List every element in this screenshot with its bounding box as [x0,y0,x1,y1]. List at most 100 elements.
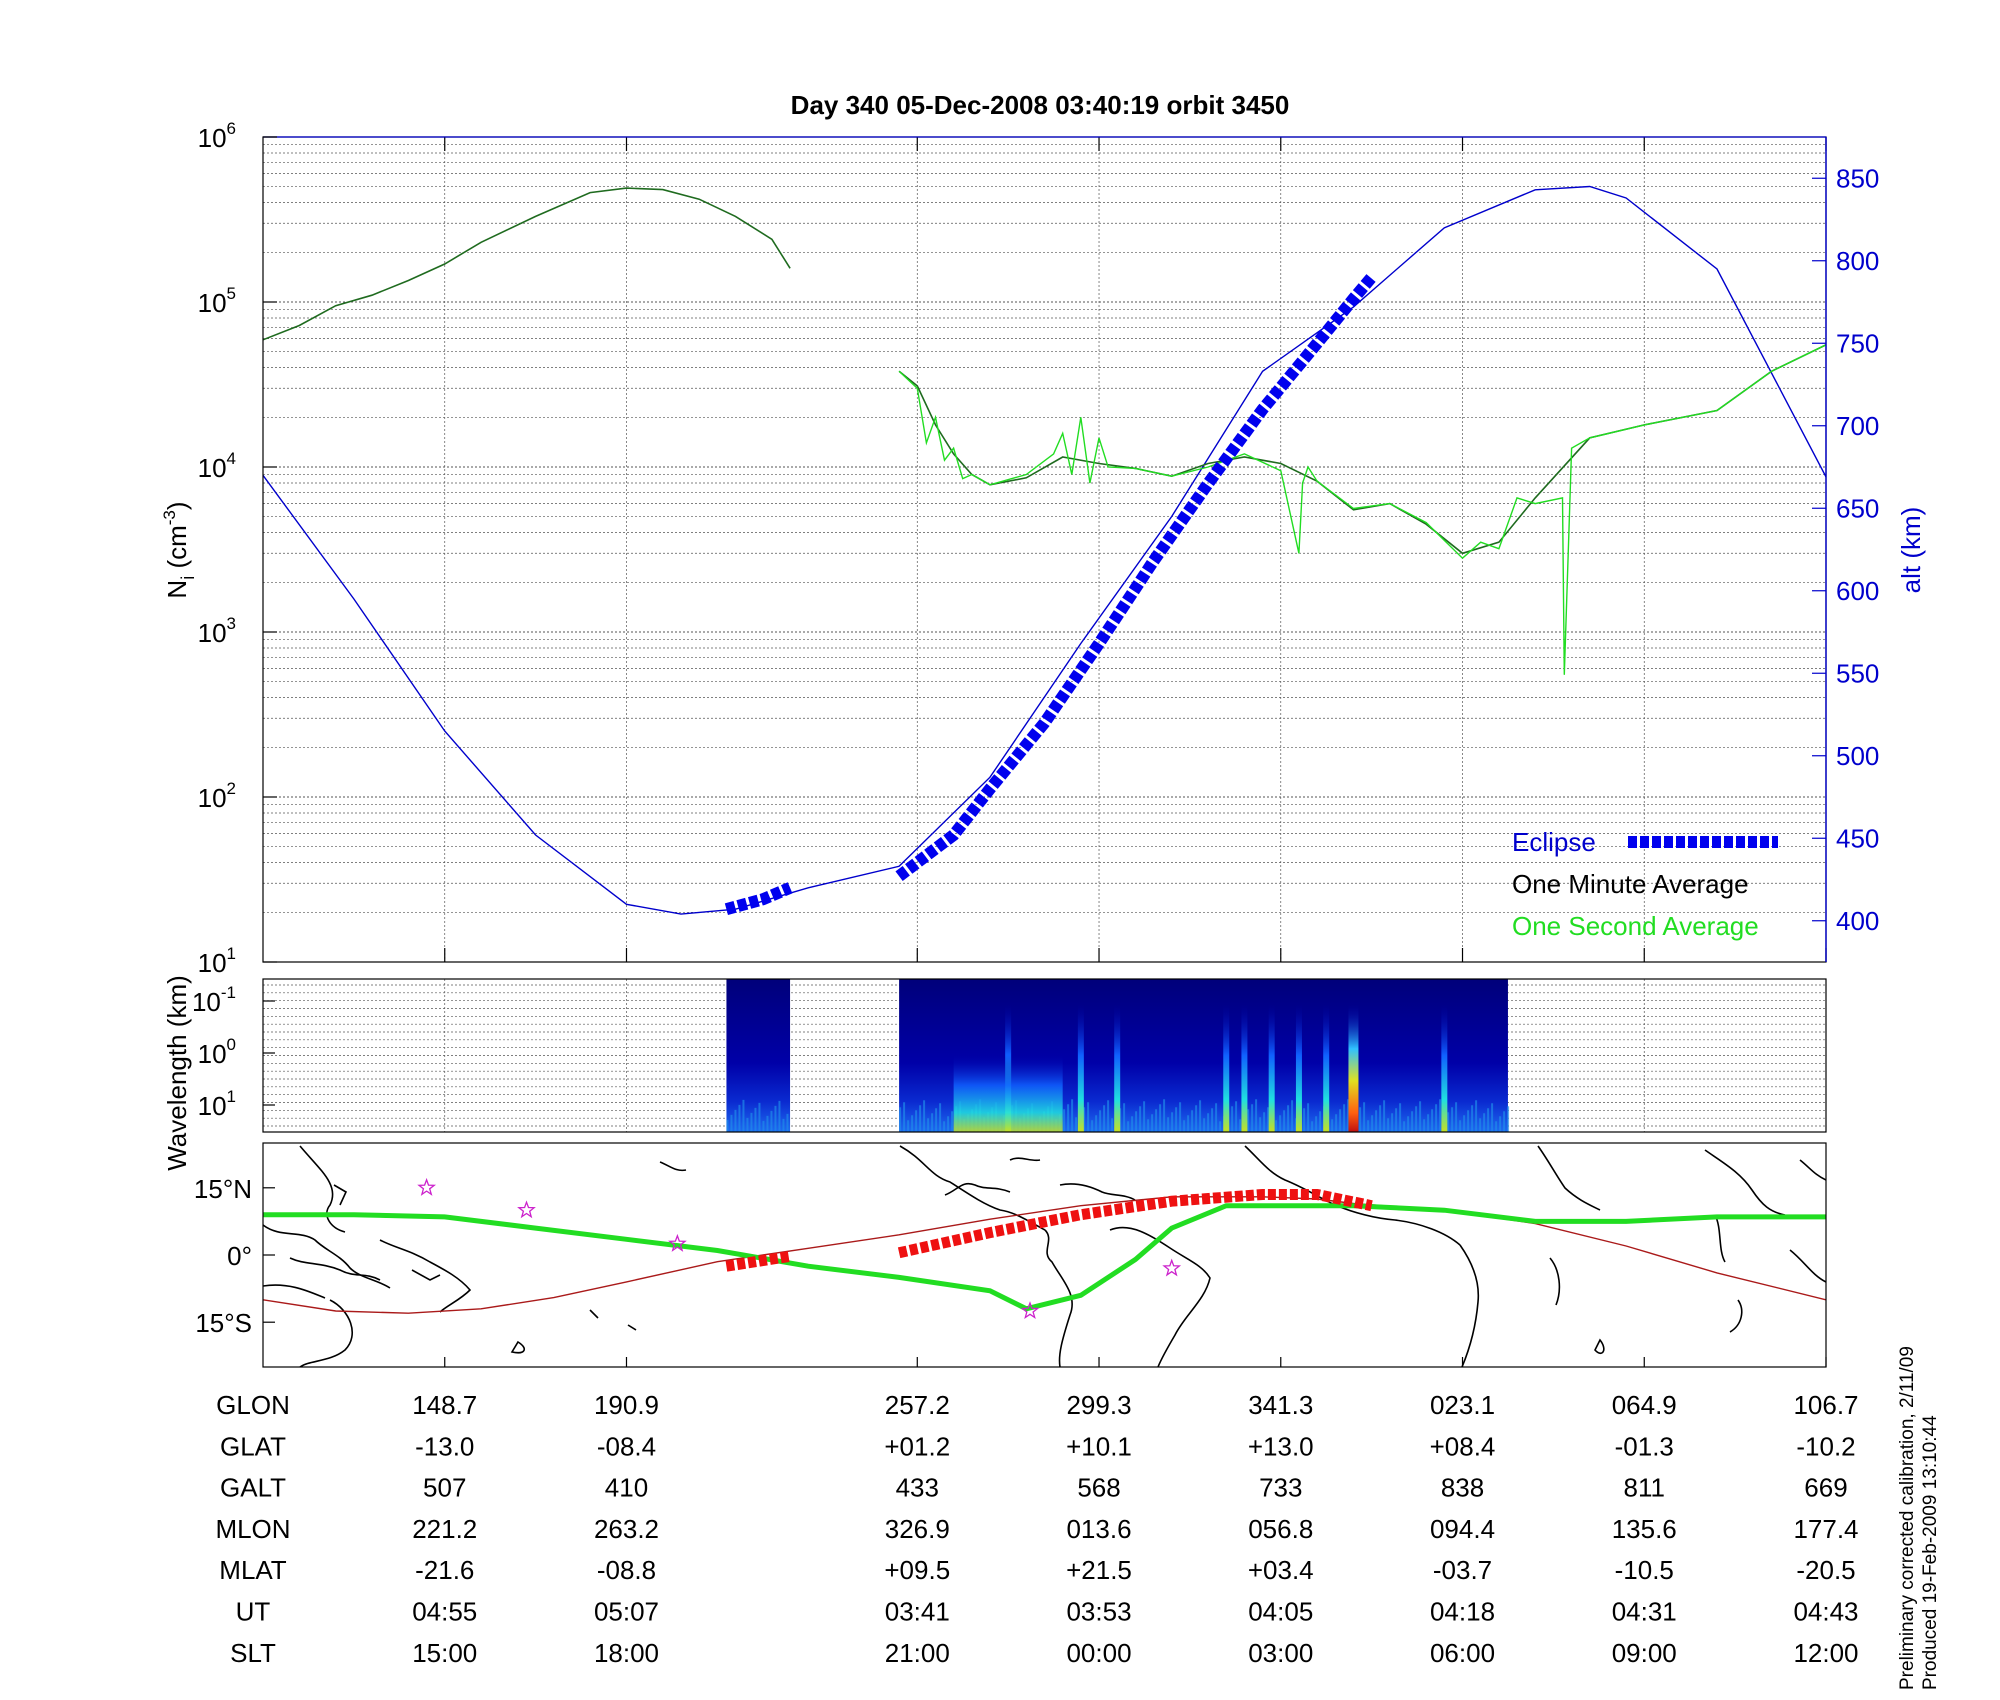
spectrogram-noise [939,1103,942,1132]
spectrogram-noise [770,1110,773,1132]
spectrogram-noise [746,1117,749,1132]
spectrogram-noise [1235,1101,1238,1132]
spectrogram-noise [730,1114,733,1132]
spectrogram-noise [1347,1099,1350,1132]
spectrogram-bright-column [1223,1004,1230,1132]
spectrogram-noise [1467,1110,1470,1132]
spectrogram-bright-column [1441,1004,1448,1132]
spectrogram-noise [1379,1105,1382,1132]
table-cell: 03:53 [1066,1597,1131,1627]
table-cell: +21.5 [1066,1555,1132,1585]
spectrogram-data [726,979,1510,1132]
spectrogram-noise [1403,1121,1406,1132]
table-cell: +09.5 [884,1555,950,1585]
spectrogram-noise [1095,1115,1098,1132]
table-row-label: MLON [215,1514,290,1544]
spectrogram-noise [915,1110,918,1132]
spectrogram-noise [1331,1119,1334,1132]
spectrogram-noise [1199,1100,1202,1132]
table-cell: 135.6 [1612,1514,1677,1544]
footnote-produced: Produced 19-Feb-2009 13:10:44 [1920,1415,1941,1690]
spectrogram-noise [1475,1100,1478,1132]
spectrogram-noise [1447,1112,1450,1132]
spectrogram-bright-column [1077,1004,1084,1132]
table-cell: +13.0 [1248,1431,1314,1461]
spectrogram-noise [1275,1120,1278,1132]
chart-title: Day 340 05-Dec-2008 03:40:19 orbit 3450 [791,90,1290,120]
table-cell: -08.4 [597,1431,656,1461]
spectrogram-noise [1279,1115,1282,1132]
spectrogram-noise [951,1111,954,1132]
spectrogram-y-label: Wavelength (km) [162,975,192,1171]
spectrogram-noise [1147,1119,1150,1132]
table-cell: 568 [1077,1473,1120,1503]
table-cell: -10.2 [1796,1431,1855,1461]
table-row-label: MLAT [219,1555,287,1585]
legend: Eclipse One Minute Average One Second Av… [1512,827,1778,941]
spectrogram-noise [1187,1115,1190,1132]
alt-tick-label: 800 [1836,246,1879,276]
spectrogram-noise [1487,1108,1490,1132]
eclipse-line [724,273,1377,915]
table-cell: 03:41 [885,1597,950,1627]
spectrogram-bright-column [1323,1004,1330,1132]
spectrogram-noise [1163,1099,1166,1132]
spectrogram-noise [1139,1106,1142,1132]
spectrogram-noise [1103,1105,1106,1132]
spectrogram-panel: 10-1 100 101 Wavelength (km) [162,975,1827,1171]
spectrogram-noise [1267,1107,1270,1132]
spectrogram-noise [1131,1116,1134,1132]
table-cell: 013.6 [1066,1514,1131,1544]
spectrogram-noise [778,1100,781,1132]
spectrogram-noise [1075,1117,1078,1132]
spectrogram-noise [1071,1099,1074,1132]
table-cell: +01.2 [884,1431,950,1461]
spectrogram-noise [1395,1108,1398,1132]
table-row-label: SLT [230,1638,276,1668]
table-cell: -13.0 [415,1431,474,1461]
spectrogram-noise [1063,1109,1066,1132]
spectrogram-span [726,979,791,1132]
spectrogram-noise [758,1102,761,1132]
table-cell: 064.9 [1612,1390,1677,1420]
spectrogram-noise [1479,1118,1482,1132]
table-cell: -21.6 [415,1555,474,1585]
spectrogram-noise [1183,1120,1186,1132]
table-row-label: GALT [220,1473,286,1503]
spectrogram-noise [1431,1109,1434,1132]
table-cell: 03:00 [1248,1638,1313,1668]
table-cell: -03.7 [1433,1555,1492,1585]
spectrogram-noise [1155,1109,1158,1132]
spectrogram-noise [1471,1105,1474,1132]
lat-tick-label: 15°N [194,1174,252,1204]
eclipse-track-line [725,1189,1373,1272]
alt-y-ticks: 400 450 500 550 600 650 700 750 800 850 [1812,163,1879,936]
table-cell: 04:18 [1430,1597,1495,1627]
spectrogram-noise [1503,1111,1506,1132]
density-panel: 101 102 103 104 105 106 400 450 500 550 600 650 700… [160,119,1926,978]
eclipse-segment [895,273,1377,881]
spectrogram-noise [1287,1105,1290,1132]
spectrogram-bright-patch [953,1054,1063,1132]
station-star-icon [1020,1301,1040,1320]
spectrogram-frame [262,978,1827,1133]
density-plot-area [263,137,1826,962]
alt-tick-label: 500 [1836,741,1879,771]
spectrogram-noise [1315,1116,1318,1132]
legend-eclipse-label: Eclipse [1512,827,1596,857]
station-star-icon [517,1200,536,1219]
y-tick-label: 103 [198,614,236,648]
table-cell: 00:00 [1066,1638,1131,1668]
spectrogram-noise [1439,1099,1442,1132]
spectrogram-noise [1303,1108,1306,1132]
spectrogram-noise [1259,1117,1262,1132]
spectrogram-noise [1451,1107,1454,1132]
station-markers [417,1177,1182,1320]
footnote: Preliminary corrected calibration, 2/11/… [1897,1346,1941,1690]
spectrogram-noise [1339,1109,1342,1132]
table-cell: 669 [1804,1473,1847,1503]
spectrogram-noise [1283,1110,1286,1132]
spectrogram-noise [1463,1115,1466,1132]
one-minute-segment [263,187,791,341]
